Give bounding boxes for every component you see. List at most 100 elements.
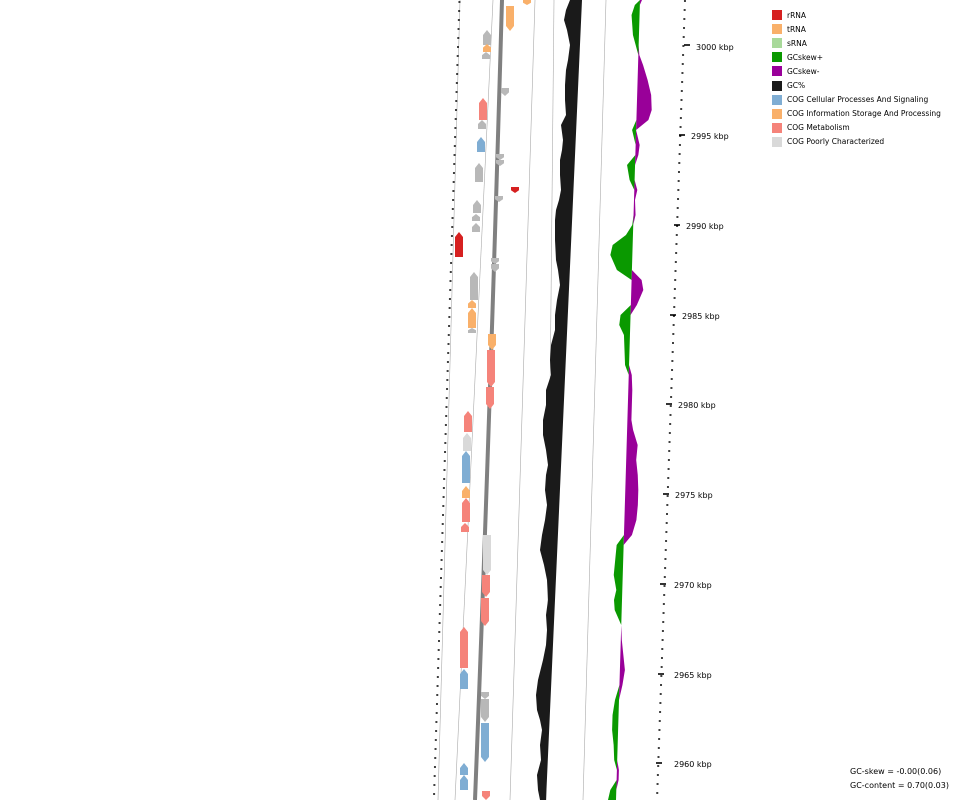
tick-label: 2995 kbp: [691, 132, 729, 141]
genome-stats: GC-skew = -0.00(0.06) GC-content = 0.70(…: [850, 765, 949, 793]
legend-swatch: [772, 122, 782, 133]
legend-swatch: [772, 52, 782, 63]
gene-feature: [464, 411, 472, 432]
legend-item-rrna: rRNA: [772, 8, 941, 22]
legend-label: GC%: [787, 81, 806, 91]
gene-feature: [473, 200, 481, 213]
legend-label: COG Cellular Processes And Signaling: [787, 95, 929, 105]
legend-label: rRNA: [787, 10, 807, 20]
gene-feature: [523, 0, 531, 5]
legend-item-cog-metabolism: COG Metabolism: [772, 121, 941, 135]
gene-feature: [481, 598, 489, 626]
legend-swatch: [772, 80, 782, 91]
legend-swatch: [772, 24, 782, 35]
gene-feature: [495, 196, 503, 202]
gene-feature: [461, 523, 469, 532]
legend-label: GCskew+: [787, 52, 824, 62]
gene-feature: [488, 334, 496, 350]
gene-feature: [455, 232, 463, 257]
gene-feature: [487, 350, 495, 387]
ring-guide: [582, 0, 607, 800]
legend-label: sRNA: [787, 38, 807, 48]
gene-feature: [478, 120, 486, 129]
legend-swatch: [772, 108, 782, 119]
legend-label: COG Information Storage And Processing: [787, 109, 941, 119]
minor-tick-marks: [433, 0, 686, 795]
tick-2985-kbp: 2985 kbp: [670, 312, 720, 321]
legend-item-srna: sRNA: [772, 36, 941, 50]
gene-feature: [481, 723, 489, 762]
ring-guide: [509, 0, 536, 800]
legend-label: COG Metabolism: [787, 123, 850, 133]
legend-label: GCskew-: [787, 66, 820, 76]
ring-guide: [437, 0, 461, 800]
legend-swatch: [772, 10, 782, 21]
gene-feature: [481, 692, 489, 699]
gene-feature: [468, 300, 476, 308]
legend-item-cog-cellular: COG Cellular Processes And Signaling: [772, 93, 941, 107]
gene-feature: [482, 575, 490, 597]
tick-label: 2960 kbp: [674, 760, 712, 769]
tick-label: 2990 kbp: [686, 222, 724, 231]
gene-feature: [511, 187, 519, 193]
legend-item-cog-poorly: COG Poorly Characterized: [772, 135, 941, 149]
tick-label: 2975 kbp: [675, 491, 713, 500]
gene-feature: [506, 6, 514, 31]
legend-item-gcskew-minus: GCskew-: [772, 64, 941, 78]
tick-2970-kbp: 2970 kbp: [660, 581, 712, 590]
gc-skew-positive-plot: [608, 0, 640, 800]
gene-feature: [482, 791, 490, 800]
legend-swatch: [772, 136, 782, 147]
gene-feature: [491, 264, 499, 272]
gene-feature: [479, 98, 487, 120]
tick-2990-kbp: 2990 kbp: [674, 222, 724, 231]
kbp-scale: 3000 kbp 2995 kbp 2990 kbp 2985 kbp 2980…: [656, 43, 734, 769]
gene-feature: [477, 137, 485, 152]
tick-3000-kbp: 3000 kbp: [684, 43, 734, 52]
gene-feature: [460, 669, 468, 689]
legend-item-gc-percent: GC%: [772, 78, 941, 92]
legend-swatch: [772, 94, 782, 105]
legend-item-trna: tRNA: [772, 22, 941, 36]
gene-feature: [496, 160, 504, 166]
tick-2995-kbp: 2995 kbp: [679, 132, 729, 141]
legend: rRNA tRNA sRNA GCskew+ GCskew- GC% COG C…: [772, 8, 941, 149]
gene-feature: [472, 223, 480, 232]
legend-item-gcskew-plus: GCskew+: [772, 50, 941, 64]
gc-skew-stat: GC-skew = -0.00(0.06): [850, 767, 942, 776]
gene-feature: [462, 486, 470, 498]
gene-feature: [463, 433, 471, 451]
gene-feature: [483, 30, 491, 45]
tick-2965-kbp: 2965 kbp: [658, 671, 712, 680]
gene-feature: [468, 308, 476, 328]
gene-feature: [462, 451, 470, 483]
gene-feature: [483, 535, 491, 575]
gene-feature: [468, 328, 476, 333]
gene-feature: [470, 272, 478, 300]
tick-label: 2970 kbp: [674, 581, 712, 590]
gene-feature: [483, 44, 491, 52]
gene-feature: [501, 88, 509, 96]
tick-2975-kbp: 2975 kbp: [663, 491, 713, 500]
tick-label: 2980 kbp: [678, 401, 716, 410]
gene-feature: [460, 763, 468, 775]
gc-content-stat: GC-content = 0.70(0.03): [850, 781, 949, 790]
gene-feature: [472, 214, 480, 221]
gene-feature: [491, 258, 499, 264]
gene-feature: [475, 163, 483, 182]
legend-item-cog-information: COG Information Storage And Processing: [772, 107, 941, 121]
tick-label: 3000 kbp: [696, 43, 734, 52]
gene-feature: [496, 154, 504, 160]
legend-label: tRNA: [787, 24, 806, 34]
backbone-track: [473, 0, 504, 800]
gene-feature: [486, 387, 494, 409]
gene-feature: [481, 699, 489, 722]
tick-2960-kbp: 2960 kbp: [656, 760, 712, 769]
gc-content-plot: [536, 0, 582, 800]
gene-feature: [460, 775, 468, 790]
legend-label: COG Poorly Characterized: [787, 137, 885, 147]
tick-label: 2985 kbp: [682, 312, 720, 321]
gene-feature: [462, 498, 470, 522]
legend-swatch: [772, 38, 782, 49]
